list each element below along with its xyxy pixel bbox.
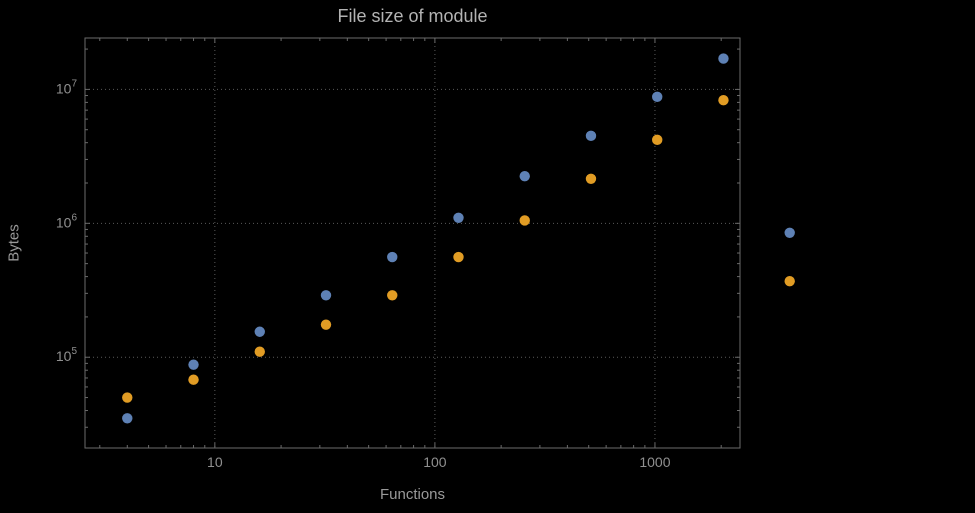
data-point-series-1-blue <box>320 290 332 301</box>
data-point-series-1-blue <box>652 91 663 103</box>
x-tick-label: 1000 <box>639 454 670 470</box>
data-point-series-2-orange <box>453 251 464 263</box>
y-tick-label: 107 <box>56 78 78 96</box>
chart-title: File size of module <box>337 6 488 26</box>
data-point-series-1-blue <box>387 251 398 263</box>
data-point-series-2-orange <box>652 134 663 146</box>
data-point-series-1-blue <box>188 359 199 370</box>
y-tick-label: 106 <box>56 212 78 230</box>
x-tick-label: 10 <box>207 454 223 470</box>
data-point-series-2-orange <box>718 95 729 106</box>
data-point-series-2-orange <box>254 346 265 357</box>
data-point-series-1-blue <box>519 170 530 182</box>
data-point-series-2-orange <box>122 392 133 403</box>
data-point-series-1-blue <box>718 53 729 64</box>
data-point-series-1-blue <box>585 130 597 142</box>
data-point-series-2-orange <box>585 173 597 184</box>
x-axis-label: Functions <box>379 486 446 503</box>
data-point-series-1-blue <box>254 326 265 337</box>
data-point-series-2-orange <box>320 319 332 330</box>
data-point-series-2-orange <box>387 290 398 301</box>
data-point-series-2-orange <box>784 275 795 287</box>
data-point-series-2-orange <box>188 374 199 385</box>
plot-frame <box>84 37 741 449</box>
data-point-series-2-orange <box>519 215 530 226</box>
data-point-series-1-blue <box>122 413 133 424</box>
x-tick-label: 100 <box>423 454 447 470</box>
data-point-series-1-blue <box>453 212 464 223</box>
y-tick-label: 105 <box>56 346 78 364</box>
data-point-series-1-blue <box>784 227 795 238</box>
